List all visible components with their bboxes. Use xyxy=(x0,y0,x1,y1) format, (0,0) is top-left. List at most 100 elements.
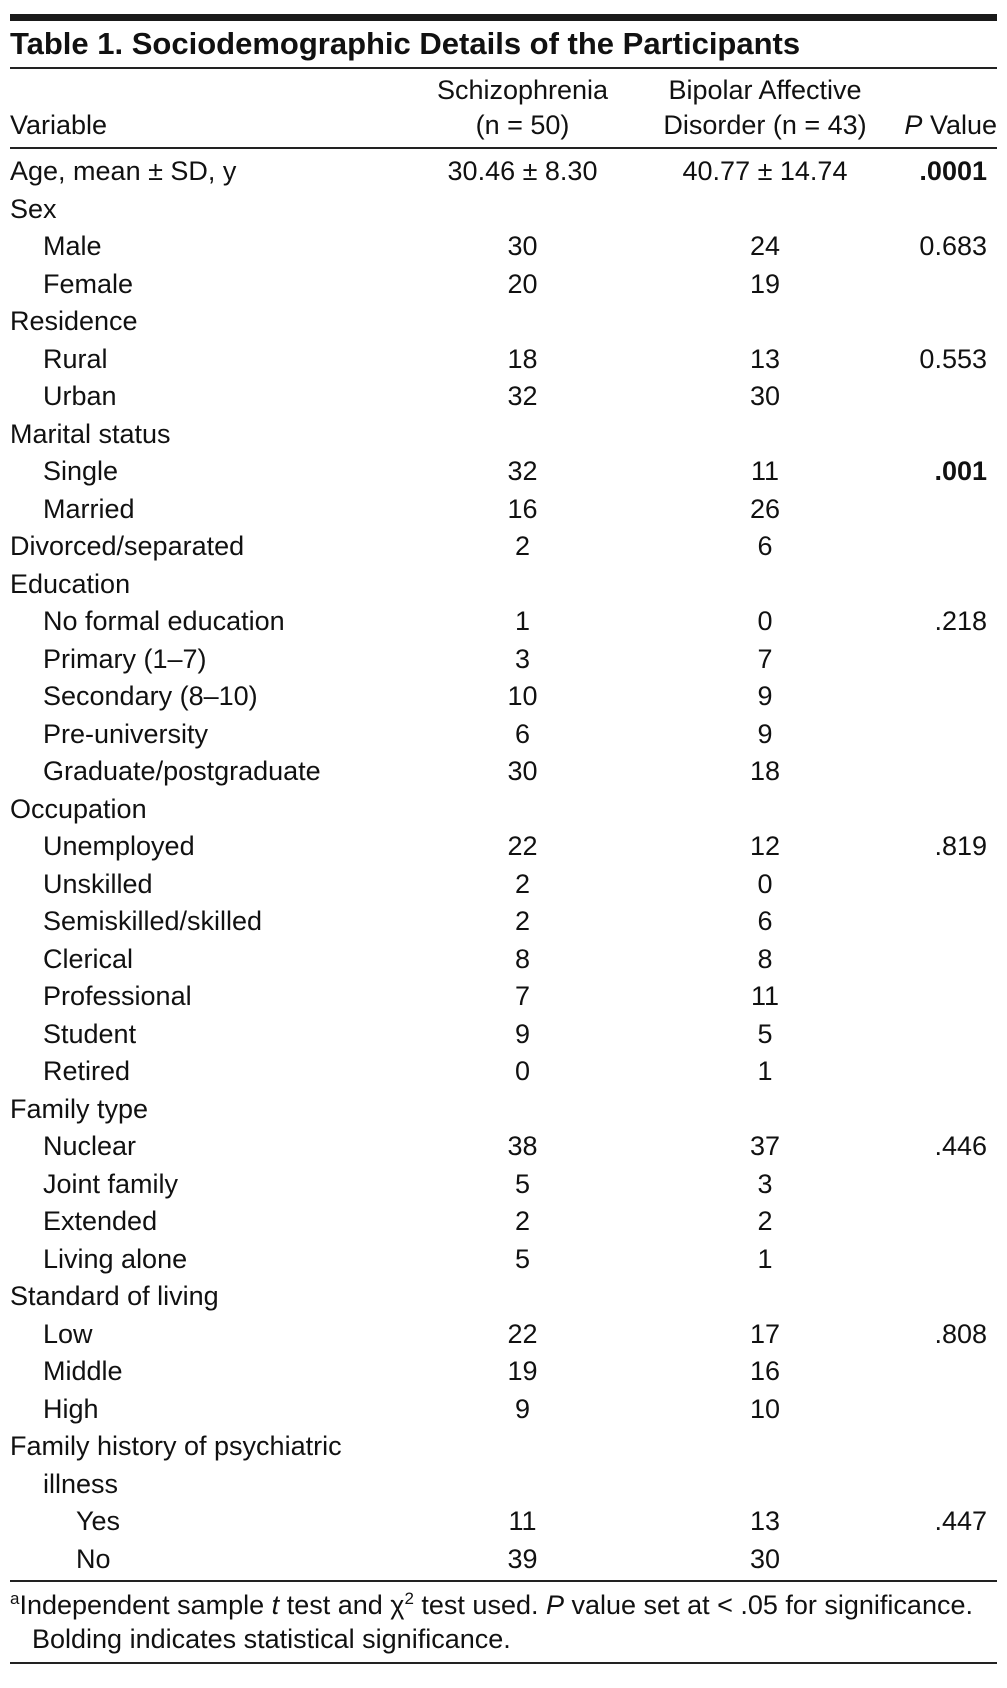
schizophrenia-cell: 9 xyxy=(514,1393,531,1424)
table-header: Variable Schizophrenia (n = 50) Bipolar A… xyxy=(10,69,997,149)
schizophrenia-cell: 38 xyxy=(507,1131,538,1161)
schizophrenia-cell xyxy=(395,416,650,454)
variable-cell: Male xyxy=(43,231,102,261)
header-row: Variable Schizophrenia (n = 50) Bipolar A… xyxy=(10,69,997,149)
p-value-cell xyxy=(880,1278,997,1316)
variable-cell: Middle xyxy=(43,1356,123,1386)
variable-cell: Yes xyxy=(76,1506,121,1536)
schizophrenia-cell xyxy=(395,791,650,829)
bipolar-cell xyxy=(650,1278,880,1316)
p-value-cell xyxy=(880,1166,997,1204)
table-row: Urban 32 30 xyxy=(10,378,997,416)
bipolar-cell: 5 xyxy=(757,1018,773,1049)
variable-cell: Rural xyxy=(43,343,108,374)
variable-cell: Pre-university xyxy=(43,718,209,749)
header-text: Bipolar Affective xyxy=(668,75,862,105)
p-value-cell xyxy=(880,753,997,791)
header-text: (n = 50) xyxy=(475,110,570,140)
table-page: Table 1. Sociodemographic Details of the… xyxy=(10,0,997,1664)
footnote-text: test and χ xyxy=(279,1590,405,1620)
p-value-cell xyxy=(880,1241,997,1279)
table-row: Male 30 24 0.683 xyxy=(10,228,997,266)
table-row: Semiskilled/skilled 2 6 xyxy=(10,903,997,941)
schizophrenia-cell xyxy=(395,1091,650,1129)
schizophrenia-cell: 32 xyxy=(507,381,538,411)
table-row: No formal education 1 0 .218 xyxy=(10,603,997,641)
bipolar-cell: 1 xyxy=(757,1243,773,1274)
footnote-text: P xyxy=(545,1590,564,1620)
variable-cell: Marital status xyxy=(10,418,171,449)
variable-cell: Retired xyxy=(43,1056,131,1086)
bipolar-cell: 3 xyxy=(757,1168,773,1199)
schizophrenia-cell: 1 xyxy=(514,606,531,636)
variable-cell: Standard of living xyxy=(10,1281,219,1311)
variable-cell: Age, mean ± SD, y xyxy=(10,156,237,186)
p-value-cell xyxy=(880,266,997,304)
p-value-cell xyxy=(880,866,997,904)
schizophrenia-cell: 6 xyxy=(514,718,531,749)
p-value-cell xyxy=(880,716,997,754)
table-row: Joint family 5 3 xyxy=(10,1166,997,1204)
footnote-marker: a xyxy=(10,1589,20,1608)
schizophrenia-cell: 18 xyxy=(507,343,538,374)
schizophrenia-cell: 20 xyxy=(507,268,538,299)
table-row: No 39 30 xyxy=(10,1541,997,1579)
bipolar-cell: 30 xyxy=(749,381,781,411)
p-value-cell xyxy=(880,1428,997,1503)
p-value-cell xyxy=(880,791,997,829)
p-value-cell xyxy=(880,641,997,679)
table-row: High 9 10 xyxy=(10,1391,997,1429)
variable-cell: Urban xyxy=(43,381,117,411)
table-body: Age, mean ± SD, y 30.46 ± 8.30 40.77 ± 14.… xyxy=(10,148,997,1578)
variable-cell: Student xyxy=(43,1018,137,1049)
bipolar-cell: 30 xyxy=(749,1543,781,1574)
schizophrenia-cell xyxy=(395,1428,650,1503)
header-cell: Schizophrenia (n = 50) xyxy=(395,69,650,149)
p-value-cell: .819 xyxy=(934,831,987,861)
table-row: Extended 2 2 xyxy=(10,1203,997,1241)
table-row: Standard of living xyxy=(10,1278,997,1316)
bipolar-cell: 6 xyxy=(757,531,773,561)
schizophrenia-cell: 30 xyxy=(507,231,538,261)
p-value-cell xyxy=(880,1391,997,1429)
table-row: Living alone 5 1 xyxy=(10,1241,997,1279)
p-value-cell: .446 xyxy=(934,1131,987,1161)
table-row: Divorced/separated 2 6 xyxy=(10,528,997,566)
schizophrenia-cell: 10 xyxy=(507,681,538,711)
table-row: Rural 18 13 0.553 xyxy=(10,341,997,379)
schizophrenia-cell xyxy=(395,191,650,229)
variable-cell: Clerical xyxy=(43,943,134,974)
schizophrenia-cell: 2 xyxy=(514,1206,531,1236)
schizophrenia-cell: 2 xyxy=(514,868,531,899)
schizophrenia-cell: 5 xyxy=(514,1168,531,1199)
schizophrenia-cell: 3 xyxy=(514,643,531,674)
variable-cell: No formal education xyxy=(43,606,285,636)
table-row: Marital status xyxy=(10,416,997,454)
footnote-text: 2 xyxy=(404,1589,414,1608)
table-row: Nuclear 38 37 .446 xyxy=(10,1128,997,1166)
table-row: Professional 7 11 xyxy=(10,978,997,1016)
bipolar-cell: 9 xyxy=(757,718,773,749)
table-row: Primary (1–7) 3 7 xyxy=(10,641,997,679)
bipolar-cell: 19 xyxy=(749,268,781,299)
p-value-cell: .218 xyxy=(934,606,987,636)
variable-cell: Sex xyxy=(10,193,57,224)
table-row: Female 20 19 xyxy=(10,266,997,304)
bipolar-cell xyxy=(650,416,880,454)
p-value-cell: .0001 xyxy=(919,156,987,186)
variable-cell: Professional xyxy=(43,981,192,1011)
bipolar-cell: 6 xyxy=(757,906,773,936)
variable-cell: Single xyxy=(43,456,119,486)
variable-cell: Extended xyxy=(43,1206,158,1236)
variable-cell: No xyxy=(76,1543,111,1574)
variable-cell: Divorced/separated xyxy=(10,531,245,561)
footnote-text: Independent sample xyxy=(19,1590,272,1620)
table-row: Student 9 5 xyxy=(10,1016,997,1054)
schizophrenia-cell: 16 xyxy=(507,493,538,524)
p-value-cell xyxy=(880,678,997,716)
schizophrenia-cell xyxy=(395,566,650,604)
bipolar-cell: 0 xyxy=(757,606,773,636)
variable-cell: Nuclear xyxy=(43,1131,137,1161)
table-row: Married 16 26 xyxy=(10,491,997,529)
bipolar-cell: 8 xyxy=(757,943,773,974)
